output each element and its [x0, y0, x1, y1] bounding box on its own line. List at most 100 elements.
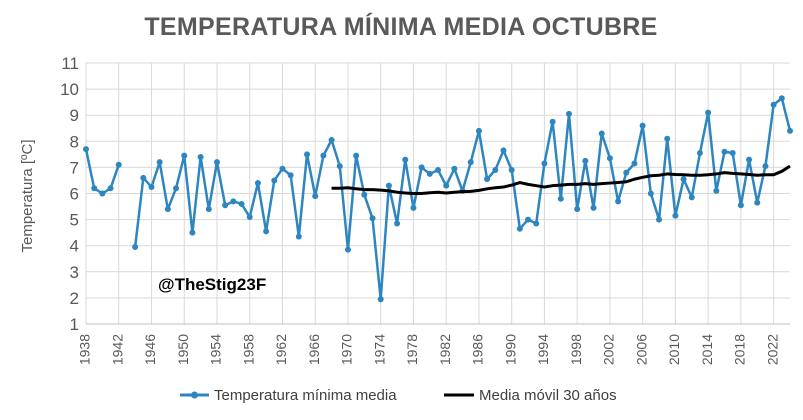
series-1-point	[320, 152, 327, 159]
y-tick-label: 4	[70, 237, 79, 256]
series-1-point	[156, 159, 163, 166]
series-1-point	[99, 190, 106, 197]
watermark-annotation: @TheStig23F	[158, 275, 266, 294]
series-1-point	[467, 159, 474, 166]
series-1-point	[590, 204, 597, 211]
series-1-point	[328, 136, 335, 143]
series-1-point	[107, 185, 114, 192]
series-1-point	[336, 163, 343, 170]
series-1-point	[377, 296, 384, 303]
series-1-point	[787, 127, 793, 134]
series-1-point	[83, 146, 89, 153]
legend-label-series-1: Temperatura mínima media	[214, 387, 397, 404]
series-1-point	[549, 118, 556, 125]
series-1-point	[582, 157, 589, 164]
series-1-point	[778, 95, 785, 102]
y-axis-label: Temperatura [ºC]	[19, 139, 36, 252]
series-1-point	[181, 152, 188, 159]
x-tick-label: 1954	[208, 334, 224, 365]
series-1-point	[688, 194, 695, 201]
y-tick-label: 6	[70, 185, 79, 204]
x-tick-label: 2002	[601, 334, 617, 365]
x-tick-label: 1966	[306, 334, 322, 365]
series-1-point	[451, 165, 458, 172]
x-tick-label: 1962	[273, 334, 289, 365]
series-layer	[83, 95, 793, 303]
series-1-point	[205, 206, 212, 213]
series-1-point	[746, 156, 753, 163]
x-ticks: 1938 1942 1946 1950 1954 1958 1962 1966 1970 1974…	[77, 334, 781, 365]
legend: Temperatura mínima media Media móvil 30 …	[180, 387, 617, 404]
series-1-point	[189, 229, 196, 236]
series-1-point	[279, 165, 286, 172]
series-1-point	[426, 170, 433, 177]
series-1-point	[238, 200, 245, 207]
legend-marker-series-1	[191, 391, 198, 399]
series-1-point	[525, 216, 532, 223]
x-tick-label: 1994	[535, 334, 551, 365]
series-1-point	[213, 159, 220, 166]
x-tick-label: 1986	[470, 334, 486, 365]
series-1-point	[541, 160, 548, 167]
series-2-line	[331, 164, 791, 195]
x-tick-label: 2014	[699, 334, 715, 365]
y-tick-label: 2	[70, 289, 79, 308]
series-1-point	[230, 198, 237, 205]
series-1-point	[435, 167, 441, 174]
x-tick-label: 1970	[339, 334, 355, 365]
series-1-point	[696, 150, 703, 157]
x-tick-label: 2010	[666, 334, 682, 365]
y-tick-label: 7	[70, 158, 79, 177]
series-1-point	[713, 187, 720, 194]
series-1-point	[754, 199, 761, 206]
series-1-point	[508, 167, 515, 174]
x-tick-label: 1990	[502, 334, 518, 365]
x-tick-label: 1938	[77, 334, 93, 365]
series-1-point	[140, 174, 147, 181]
series-1-point	[623, 169, 630, 176]
series-1-point	[598, 130, 605, 137]
x-tick-label: 1998	[568, 334, 584, 365]
series-1-point	[639, 122, 646, 129]
series-1-point	[565, 110, 572, 117]
series-1-point	[164, 206, 171, 213]
y-tick-label: 1	[70, 315, 79, 334]
series-1-point	[173, 185, 180, 192]
y-tick-label: 5	[70, 211, 79, 230]
series-1-point	[148, 183, 155, 190]
y-tick-label: 9	[70, 106, 79, 125]
series-1-point	[344, 246, 351, 253]
x-tick-label: 1978	[404, 334, 420, 365]
series-1-point	[295, 233, 302, 240]
series-1-point	[132, 244, 139, 251]
x-tick-label: 1974	[371, 334, 387, 365]
chart-title: TEMPERATURA MÍNIMA MEDIA OCTUBRE	[144, 12, 657, 41]
series-1-point	[402, 156, 409, 163]
series-1-point	[410, 204, 417, 211]
series-1-point	[475, 127, 482, 134]
series-1-point	[222, 202, 229, 209]
series-1-point	[721, 148, 728, 155]
series-1-point	[271, 177, 278, 184]
series-1-point	[304, 151, 311, 158]
series-1-point	[615, 198, 622, 205]
series-1-point	[385, 182, 392, 189]
series-1-point	[492, 167, 499, 174]
series-1-point	[664, 135, 671, 142]
series-1-point	[246, 213, 253, 220]
series-1-point	[394, 220, 401, 227]
series-1-point	[500, 147, 507, 154]
series-1-point	[729, 150, 736, 157]
series-1-point	[287, 172, 294, 179]
x-tick-label: 2006	[633, 334, 649, 365]
legend-label-series-2: Media móvil 30 años	[479, 387, 617, 404]
y-tick-label: 8	[70, 132, 79, 151]
series-1-point	[557, 195, 564, 202]
series-1-point	[353, 152, 360, 159]
series-1-point	[737, 202, 744, 209]
x-tick-label: 1982	[437, 334, 453, 365]
series-1-point	[574, 206, 581, 213]
